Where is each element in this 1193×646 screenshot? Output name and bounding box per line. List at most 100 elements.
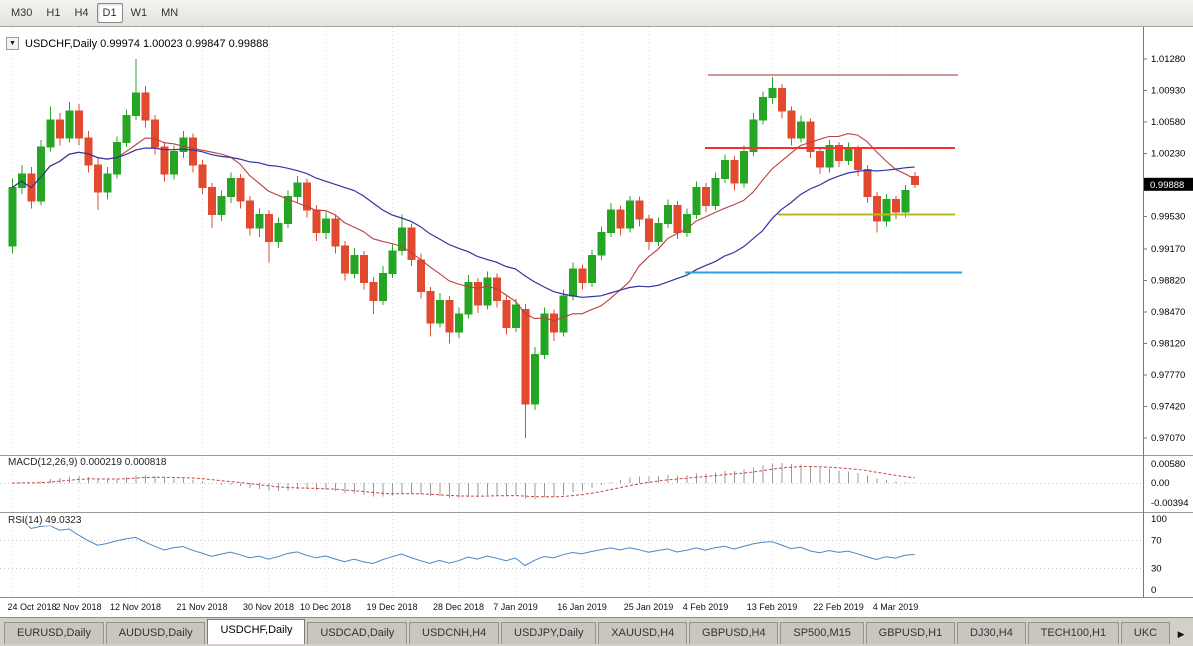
candle (407, 223, 416, 267)
price-tick-label: 1.01280 (1151, 54, 1185, 65)
candle (797, 115, 805, 143)
price-tick-label: 1.00230 (1151, 149, 1185, 160)
candle (46, 106, 55, 152)
tab-usdchf-daily[interactable]: USDCHF,Daily (207, 619, 306, 644)
candle (369, 276, 378, 314)
timeframe-button-h4[interactable]: H4 (74, 7, 89, 19)
date-label: 4 Mar 2019 (872, 602, 919, 612)
price-tick-label: 0.99170 (1151, 244, 1185, 255)
timeframe-button-d1[interactable]: D1 (96, 3, 123, 23)
tab-audusd-daily[interactable]: AUDUSD,Daily (105, 622, 206, 644)
candle (8, 178, 17, 254)
timeframe-button-h1[interactable]: H1 (46, 7, 61, 19)
tab-xauusd-h4[interactable]: XAUUSD,H4 (598, 622, 688, 644)
candle (540, 307, 549, 359)
macd-axis-label: 0.00 (1151, 478, 1170, 489)
candle (227, 172, 235, 203)
candle (816, 147, 824, 175)
date-label: 21 Nov 2018 (176, 602, 228, 612)
candle (597, 226, 606, 260)
tab-eurusd-daily[interactable]: EURUSD,Daily (4, 622, 104, 644)
tab-ukc[interactable]: UKC (1120, 622, 1171, 644)
candle (103, 167, 112, 200)
rsi-line (21, 518, 915, 567)
candle (379, 266, 387, 305)
ma-slow-line (11, 147, 915, 298)
candle (75, 104, 83, 146)
tab-usdjpy-daily[interactable]: USDJPY,Daily (501, 622, 597, 644)
candle (445, 295, 454, 344)
date-label: 2 Nov 2018 (55, 602, 102, 612)
candle (740, 145, 748, 188)
chart-canvas[interactable]: 1.01280 1.00930 1.00580 1.00230 0.99530 0.991… (0, 27, 1193, 597)
candle (645, 214, 653, 250)
candle (559, 289, 568, 337)
date-label: 25 Jan 2019 (623, 602, 674, 612)
candle (18, 165, 26, 194)
candle (531, 347, 539, 411)
candle (388, 244, 397, 278)
candle (692, 181, 701, 220)
candle (901, 185, 910, 218)
tab-usdcad-daily[interactable]: USDCAD,Daily (307, 622, 408, 644)
price-tick-label: 1.00580 (1151, 117, 1185, 128)
candle (787, 106, 796, 146)
candle (360, 250, 368, 290)
timeframe-button-w1[interactable]: W1 (130, 7, 148, 19)
candle (293, 176, 302, 203)
ma-fast-line (11, 133, 915, 322)
current-price-tag (1144, 177, 1193, 191)
tab-dj30-h4[interactable]: DJ30,H4 (957, 622, 1026, 644)
date-label: 30 Nov 2018 (242, 602, 295, 612)
candle (170, 145, 178, 180)
candle (217, 190, 226, 221)
price-axis-labels: 1.01280 1.00930 1.00580 1.00230 0.99530 0.991… (1143, 54, 1189, 596)
chart-title-overlay: ▼ USDCHF,Daily 0.99974 1.00023 0.99847 0… (6, 37, 269, 50)
timeframe-button-mn[interactable]: MN (161, 7, 179, 19)
candle (683, 208, 691, 238)
price-tick-label: 0.97420 (1151, 402, 1185, 413)
chart-dropdown-icon[interactable]: ▼ (6, 37, 19, 50)
candle (322, 212, 330, 239)
candle (236, 174, 245, 209)
candle (331, 214, 340, 254)
candle (844, 142, 853, 166)
candle (569, 262, 577, 301)
candle (37, 140, 45, 206)
timeframe-button-m30[interactable]: M30 (11, 7, 33, 19)
price-tick-label: 1.00930 (1151, 86, 1185, 97)
candle (512, 298, 520, 332)
candle (398, 214, 406, 256)
rsi-axis-label: 0 (1151, 585, 1156, 596)
chart-region: 1.01280 1.00930 1.00580 1.00230 0.99530 0.991… (0, 27, 1193, 617)
candle (464, 275, 473, 319)
tab-gbpusd-h4[interactable]: GBPUSD,H4 (689, 622, 779, 644)
macd-axis-label: -0.00394 (1151, 498, 1189, 509)
candle (350, 248, 359, 279)
tab-scroll-right-button[interactable]: ▶ (1177, 629, 1185, 639)
tab-sp500-m15[interactable]: SP500,M15 (780, 622, 864, 644)
price-tick-label: 0.97070 (1151, 433, 1185, 444)
candle (246, 195, 254, 236)
candle (778, 84, 786, 119)
candle (84, 131, 93, 173)
price-tick-label: 0.98820 (1151, 276, 1185, 287)
date-label: 4 Feb 2019 (682, 602, 729, 612)
price-tick-label: 0.99530 (1151, 212, 1185, 223)
candle (730, 156, 739, 191)
tab-tech100-h1[interactable]: TECH100,H1 (1027, 622, 1119, 644)
candle (749, 113, 758, 157)
candle (825, 140, 834, 173)
date-axis: 24 Oct 2018 2 Nov 2018 12 Nov 2018 21 Nov 2… (0, 597, 1193, 617)
date-label: 10 Dec 2018 (299, 602, 352, 612)
candle (303, 178, 311, 218)
tab-gbpusd-h1[interactable]: GBPUSD,H1 (865, 622, 956, 644)
candle (721, 154, 729, 184)
candle (635, 196, 644, 227)
candle (806, 118, 815, 158)
date-label: 28 Dec 2018 (432, 602, 485, 612)
tab-usdcnh-h4[interactable]: USDCNH,H4 (409, 622, 499, 644)
candle (664, 199, 672, 229)
timeframe-toolbar: M30 H1 H4 D1 W1 MN (0, 0, 1193, 27)
